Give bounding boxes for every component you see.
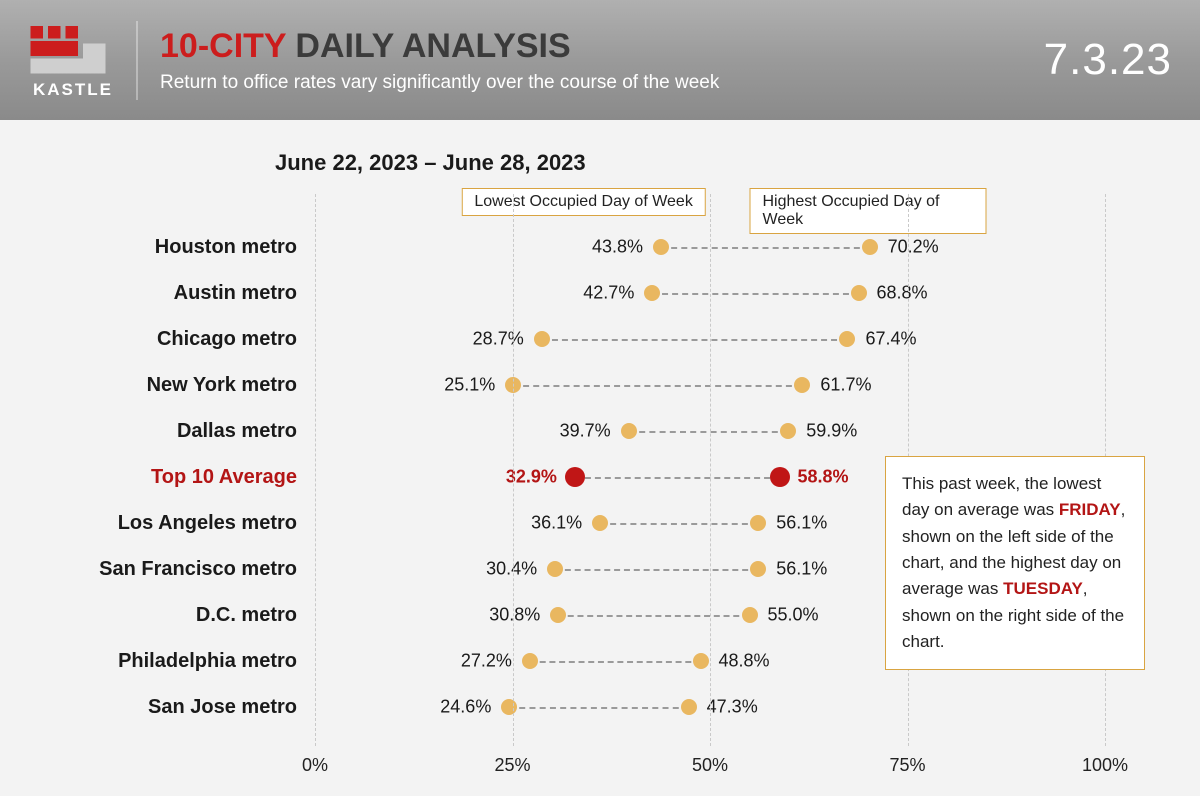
row-label: Houston metro (40, 236, 315, 259)
dumbbell-line (530, 661, 701, 663)
dumbbell-line (652, 293, 858, 295)
dumbbell-line (555, 569, 758, 571)
row-label: Los Angeles metro (40, 512, 315, 535)
chart-canvas: June 22, 2023 – June 28, 2023 Lowest Occ… (0, 120, 1200, 796)
chart-row: New York metro 25.1% 61.7% (40, 362, 1160, 408)
dot-low (534, 331, 550, 347)
dumbbell-line (575, 477, 780, 479)
dumbbell-line (558, 615, 749, 617)
chart-row: Austin metro 42.7% 68.8% (40, 270, 1160, 316)
header-bar: KASTLE 10-CITY DAILY ANALYSIS Return to … (0, 0, 1200, 120)
value-low: 25.1% (444, 375, 495, 396)
legend-row: Lowest Occupied Day of WeekHighest Occup… (40, 188, 1160, 224)
chart-row: Houston metro 43.8% 70.2% (40, 224, 1160, 270)
callout-box: This past week, the lowest day on averag… (885, 456, 1145, 670)
brand-logo: KASTLE (28, 21, 138, 100)
value-high: 48.8% (719, 651, 770, 672)
grid-line (513, 194, 514, 746)
value-high: 70.2% (888, 237, 939, 258)
dot-low (550, 607, 566, 623)
row-label: Austin metro (40, 282, 315, 305)
value-high: 59.9% (806, 421, 857, 442)
value-high: 67.4% (865, 329, 916, 350)
x-tick-label: 75% (889, 755, 925, 776)
value-high: 68.8% (877, 283, 928, 304)
row-label: New York metro (40, 374, 315, 397)
title-block: 10-CITY DAILY ANALYSIS Return to office … (160, 27, 1044, 94)
legend-low: Lowest Occupied Day of Week (461, 188, 705, 216)
page-subtitle: Return to office rates vary significantl… (160, 72, 1044, 94)
dot-low (547, 561, 563, 577)
x-tick-label: 100% (1082, 755, 1128, 776)
callout-high-day: TUESDAY (1003, 579, 1083, 598)
dot-low (592, 515, 608, 531)
x-axis: 0%25%50%75%100% (315, 736, 1105, 746)
dot-low (621, 423, 637, 439)
dot-high (839, 331, 855, 347)
page-title: 10-CITY DAILY ANALYSIS (160, 27, 1044, 66)
dot-high (780, 423, 796, 439)
dumbbell-line (542, 339, 848, 341)
dot-high (770, 467, 790, 487)
x-tick-label: 0% (302, 755, 328, 776)
value-high: 56.1% (776, 559, 827, 580)
row-label: Dallas metro (40, 420, 315, 443)
dumbbell-line (513, 385, 802, 387)
callout-low-day: FRIDAY (1059, 500, 1121, 519)
dumbbell-line (600, 523, 758, 525)
row-label: D.C. metro (40, 604, 315, 627)
dot-low (565, 467, 585, 487)
value-high: 56.1% (776, 513, 827, 534)
row-label: Top 10 Average (40, 466, 315, 489)
value-low: 28.7% (473, 329, 524, 350)
brand-name: KASTLE (28, 80, 118, 100)
dumbbell-line (661, 247, 870, 249)
value-high: 47.3% (707, 697, 758, 718)
x-tick-label: 25% (494, 755, 530, 776)
chart-row: Dallas metro 39.7% 59.9% (40, 408, 1160, 454)
value-high: 55.0% (768, 605, 819, 626)
value-low: 32.9% (506, 467, 557, 488)
dumbbell-line (629, 431, 789, 433)
title-accent: 10-CITY (160, 27, 286, 65)
value-low: 24.6% (440, 697, 491, 718)
value-low: 36.1% (531, 513, 582, 534)
value-high: 61.7% (820, 375, 871, 396)
date-range: June 22, 2023 – June 28, 2023 (275, 150, 1160, 176)
dot-low (644, 285, 660, 301)
dot-low (653, 239, 669, 255)
value-low: 39.7% (560, 421, 611, 442)
row-label: Chicago metro (40, 328, 315, 351)
x-tick-label: 50% (692, 755, 728, 776)
grid-line (315, 194, 316, 746)
dot-high (681, 699, 697, 715)
dumbbell-line (509, 707, 688, 709)
row-label: San Jose metro (40, 696, 315, 719)
dot-high (862, 239, 878, 255)
chart-row: Chicago metro 28.7% 67.4% (40, 316, 1160, 362)
value-low: 42.7% (583, 283, 634, 304)
dot-high (750, 515, 766, 531)
value-low: 43.8% (592, 237, 643, 258)
value-low: 27.2% (461, 651, 512, 672)
grid-line (710, 194, 711, 746)
date-stamp: 7.3.23 (1044, 35, 1172, 85)
row-label: San Francisco metro (40, 558, 315, 581)
title-rest: DAILY ANALYSIS (286, 27, 571, 65)
chart-row: San Jose metro 24.6% 47.3% (40, 684, 1160, 730)
dot-high (794, 377, 810, 393)
dot-high (693, 653, 709, 669)
dot-low (501, 699, 517, 715)
dot-high (851, 285, 867, 301)
dot-high (742, 607, 758, 623)
dot-low (522, 653, 538, 669)
castle-icon (28, 21, 108, 76)
dot-high (750, 561, 766, 577)
value-low: 30.8% (489, 605, 540, 626)
value-high: 58.8% (798, 467, 849, 488)
row-label: Philadelphia metro (40, 650, 315, 673)
